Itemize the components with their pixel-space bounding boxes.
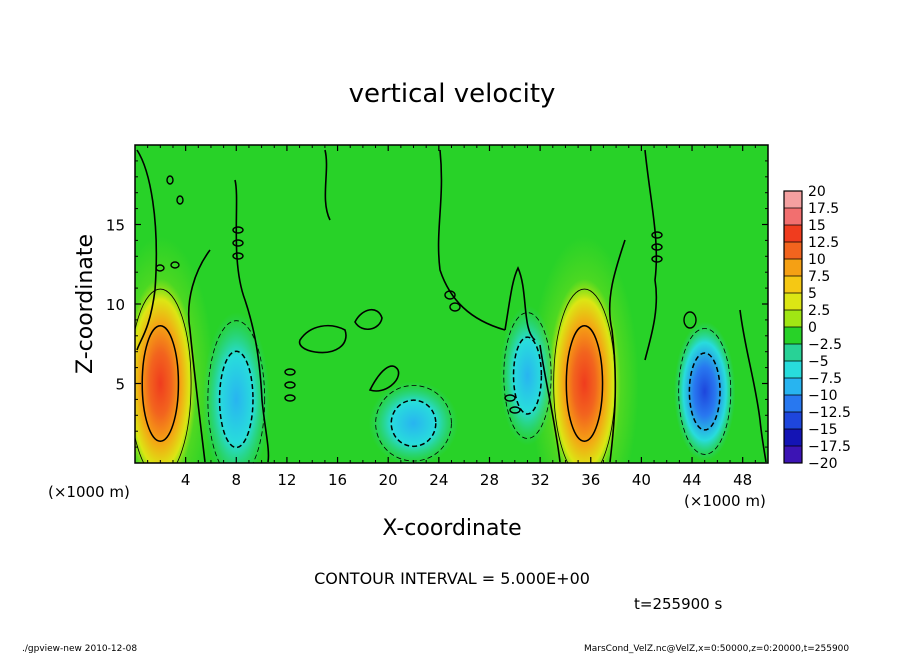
- field-cell: [368, 381, 459, 463]
- colorbar-swatch: [784, 191, 802, 208]
- contour-interval-text: CONTOUR INTERVAL = 5.000E+00: [314, 569, 590, 588]
- plot-area: [135, 145, 768, 463]
- contour-ring: [218, 350, 254, 449]
- x-tick-label: 16: [328, 471, 347, 489]
- x-tick-label: 12: [277, 471, 296, 489]
- contour-ring-outer: [135, 288, 192, 463]
- x-tick-label: 24: [429, 471, 448, 489]
- x-tick-label: 32: [531, 471, 550, 489]
- footer-right: MarsCond_VelZ.nc@VelZ,x=0:50000,z=0:2000…: [584, 644, 849, 654]
- colorbar-label: 17.5: [808, 201, 839, 217]
- colorbar-label: 2.5: [808, 303, 830, 319]
- field-cell: [135, 278, 197, 463]
- contour-lines-small: [155, 175, 697, 414]
- colorbar-swatch: [784, 242, 802, 259]
- colorbar-swatch: [784, 361, 802, 378]
- colorbar-label: −12.5: [808, 405, 851, 421]
- x-axis: 4 8 12 16 20 24 28 32 36 40 44 48: [147, 145, 756, 489]
- contour-lines: [136, 149, 767, 463]
- colorbar-swatch: [784, 293, 802, 310]
- colorbar-label: −20: [808, 456, 838, 472]
- field-cell: [499, 305, 556, 446]
- colorbar-swatch: [784, 327, 802, 344]
- field-cell: [548, 278, 621, 463]
- chart-title: vertical velocity: [349, 79, 556, 109]
- colorbar-swatch: [784, 344, 802, 361]
- contour-ring-outer: [678, 328, 732, 455]
- colorbar: 2017.51512.5107.552.50−2.5−5−7.5−10−12.5…: [783, 184, 851, 472]
- x-tick-label: 8: [232, 471, 242, 489]
- colorbar-label: 10: [808, 252, 826, 268]
- x-axis-label: X-coordinate: [382, 516, 521, 541]
- y-tick-label: 15: [106, 217, 125, 235]
- x-tick-label: 48: [733, 471, 752, 489]
- colorbar-label: 5: [808, 286, 817, 302]
- colorbar-label: 7.5: [808, 269, 830, 285]
- footer-left: ./gpview-new 2010-12-08: [22, 644, 137, 654]
- colorbar-label: 20: [808, 184, 826, 200]
- x-tick-label: 28: [480, 471, 499, 489]
- y-axis: 5 10 15: [106, 160, 768, 448]
- field-cell: [202, 311, 270, 463]
- contour-ring-outer: [207, 320, 266, 463]
- contour-ring: [390, 399, 437, 448]
- colorbar-swatch: [784, 225, 802, 242]
- contour-ring: [512, 336, 543, 415]
- contour-ring: [141, 325, 180, 442]
- x-tick-label: 36: [581, 471, 600, 489]
- colorbar-label: −10: [808, 388, 838, 404]
- colorbar-swatch: [784, 259, 802, 276]
- field-layer: [135, 236, 736, 463]
- y-tick-label: 5: [115, 376, 125, 394]
- colorbar-swatch: [784, 429, 802, 446]
- colorbar-label: −7.5: [808, 371, 842, 387]
- z-unit-label: (×1000 m): [48, 483, 130, 501]
- colorbar-label: 15: [808, 218, 826, 234]
- colorbar-label: 0: [808, 320, 817, 336]
- x-tick-label: 44: [682, 471, 701, 489]
- field-cell: [674, 321, 736, 462]
- x-tick-label: 20: [379, 471, 398, 489]
- colorbar-label: −17.5: [808, 439, 851, 455]
- colorbar-swatch: [784, 446, 802, 463]
- colorbar-label: −2.5: [808, 337, 842, 353]
- x-tick-label: 4: [181, 471, 191, 489]
- contour-ring-outer: [503, 312, 552, 439]
- colorbar-swatch: [784, 276, 802, 293]
- contour-ring: [565, 325, 604, 442]
- colorbar-label: −15: [808, 422, 838, 438]
- colorbar-swatch: [784, 310, 802, 327]
- y-tick-label: 10: [106, 296, 125, 314]
- contour-ring-outer: [553, 288, 616, 463]
- colorbar-swatch: [784, 208, 802, 225]
- y-axis-label: Z-coordinate: [73, 234, 98, 374]
- x-tick-label: 40: [632, 471, 651, 489]
- contour-ring: [688, 352, 721, 431]
- colorbar-swatch: [784, 412, 802, 429]
- colorbar-label: 12.5: [808, 235, 839, 251]
- x-unit-label: (×1000 m): [684, 492, 766, 510]
- colorbar-swatch: [784, 395, 802, 412]
- inner-contour-lines: [135, 288, 732, 463]
- colorbar-swatch: [784, 378, 802, 395]
- time-text: t=255900 s: [634, 595, 722, 613]
- colorbar-label: −5: [808, 354, 829, 370]
